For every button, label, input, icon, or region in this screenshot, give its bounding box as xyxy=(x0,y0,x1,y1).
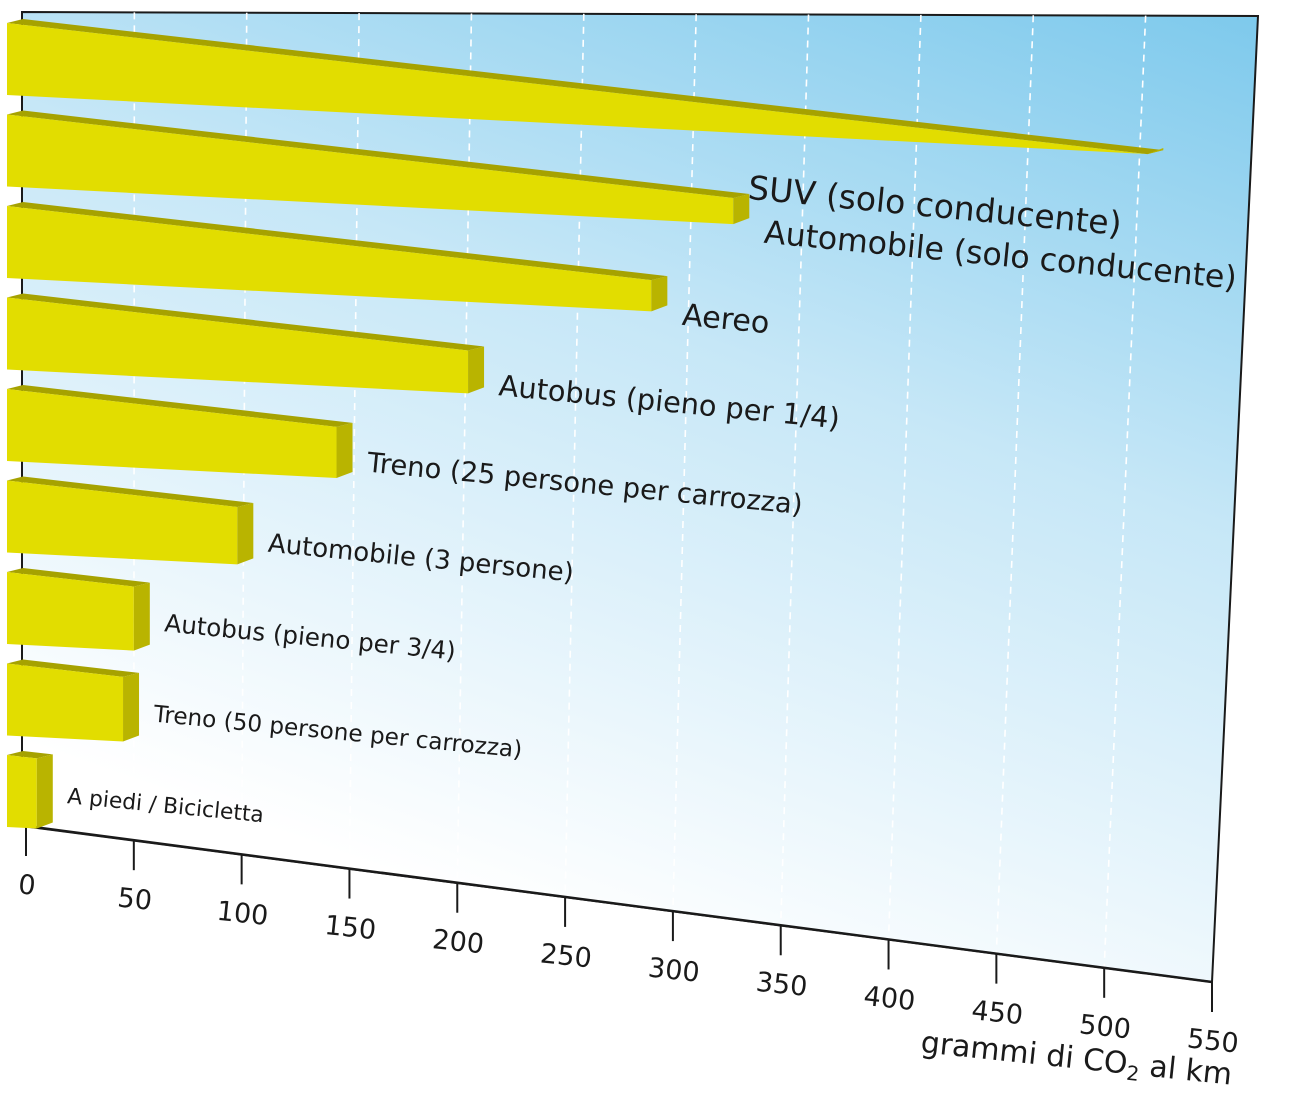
grid-line xyxy=(564,13,585,897)
grid-line xyxy=(887,14,922,940)
bar-front-face xyxy=(7,663,124,742)
bar-side-face xyxy=(36,754,53,829)
bar-label: Aereo xyxy=(681,298,771,341)
bar xyxy=(7,659,140,742)
bar-side-face xyxy=(651,276,668,312)
bar-top-face xyxy=(7,202,668,281)
x-tick-label: 150 xyxy=(323,910,378,946)
bar-front-face xyxy=(7,114,734,225)
grid-line xyxy=(1103,15,1147,968)
bar-side-face xyxy=(733,194,750,225)
bar-front-face xyxy=(7,572,134,651)
grid-line xyxy=(995,15,1035,954)
bar xyxy=(7,476,254,565)
bar-side-face xyxy=(123,672,140,742)
bar-front-face xyxy=(7,389,337,479)
grid-line xyxy=(672,14,697,912)
bar-side-face xyxy=(237,502,254,565)
x-tick-label: 250 xyxy=(539,938,594,974)
x-tick-label: 200 xyxy=(431,924,486,960)
bar-side-face xyxy=(336,422,353,479)
bar xyxy=(7,385,353,479)
bar-top-face xyxy=(7,19,1164,155)
bar-top-face xyxy=(7,751,53,759)
grid-line xyxy=(456,13,473,883)
grid-line xyxy=(779,14,810,926)
x-axis xyxy=(25,824,1213,1012)
x-tick-label: 300 xyxy=(647,953,702,989)
x-axis-title: grammi di CO2 al km xyxy=(919,1025,1234,1095)
bar-top-face xyxy=(7,385,353,427)
bar xyxy=(7,19,1164,155)
bars xyxy=(7,19,1164,829)
bar-top-face xyxy=(7,110,750,199)
bar-side-face xyxy=(133,582,150,651)
bar-top-face xyxy=(7,659,140,677)
x-tick-label: 50 xyxy=(116,883,153,917)
bar-front-face xyxy=(7,297,469,394)
x-tick-label: 0 xyxy=(17,869,37,902)
x-tick-label: 350 xyxy=(754,967,809,1003)
x-axis-line xyxy=(25,824,1213,984)
tick-labels: 0 50 100 150 200 250 300 350 400 450 500 550 xyxy=(17,869,1240,1059)
bar xyxy=(7,751,53,829)
bar xyxy=(7,568,150,651)
bar-front-face xyxy=(7,206,652,312)
bar-side-face xyxy=(468,346,485,394)
x-tick-label: 400 xyxy=(862,981,917,1017)
bar-top-face xyxy=(7,293,485,351)
bar-side-face xyxy=(1147,148,1164,155)
bar-top-face xyxy=(7,568,150,587)
bar-front-face xyxy=(7,23,1148,155)
x-tick-label: 100 xyxy=(215,896,270,932)
bar xyxy=(7,202,668,312)
bar-front-face xyxy=(7,480,238,565)
x-tick-label: 450 xyxy=(970,995,1025,1031)
bar-front-face xyxy=(7,755,37,829)
bar xyxy=(7,110,750,225)
bar xyxy=(7,293,485,394)
x-tick-label: 550 xyxy=(1186,1023,1241,1059)
x-tick-label: 500 xyxy=(1078,1009,1133,1045)
bar-top-face xyxy=(7,476,254,507)
